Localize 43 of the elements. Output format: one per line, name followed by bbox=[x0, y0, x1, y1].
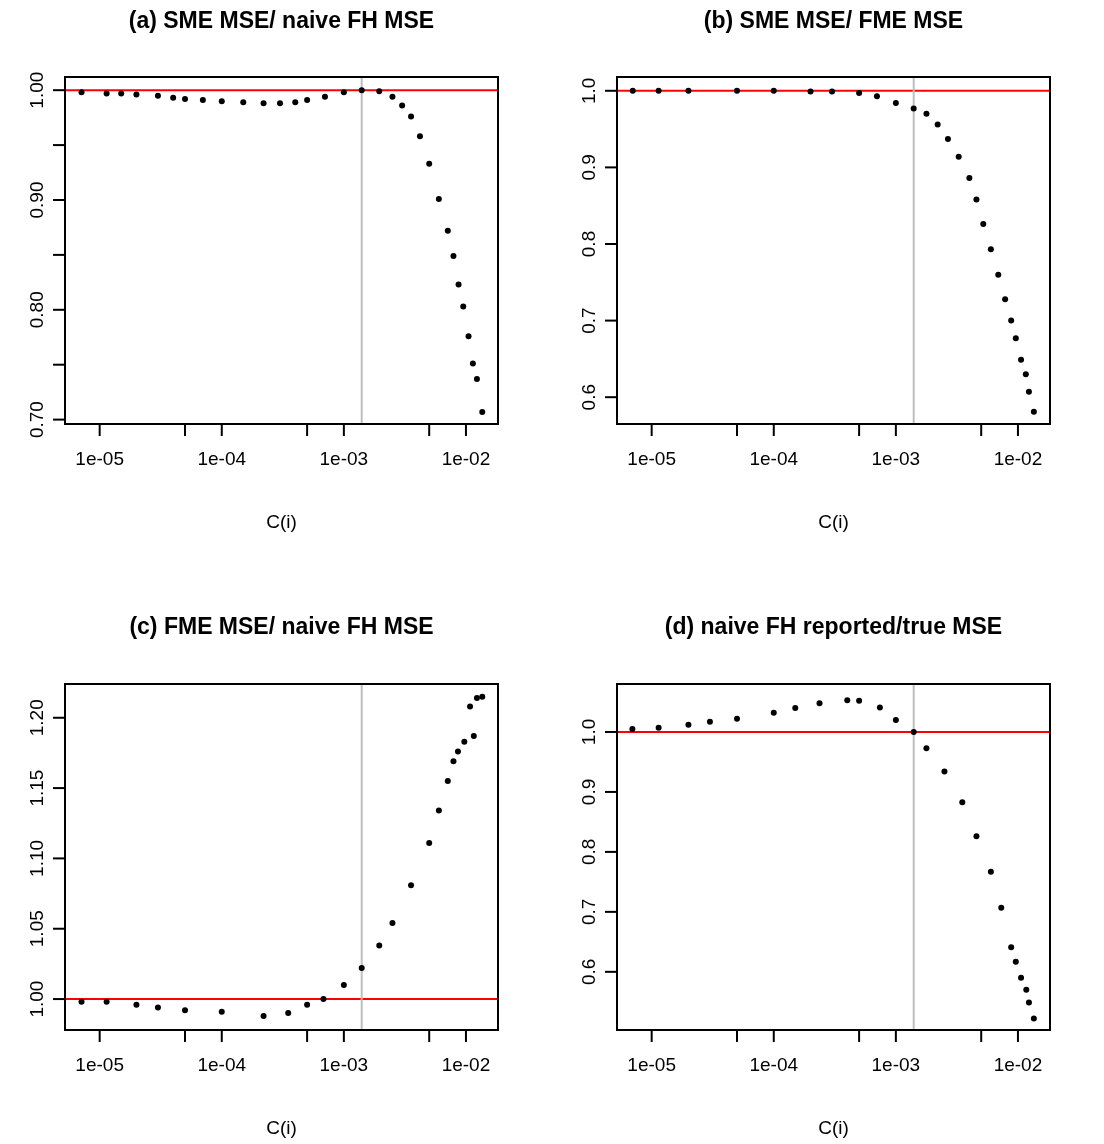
chart-title: (c) FME MSE/ naive FH MSE bbox=[129, 613, 434, 639]
y-tick-label: 0.8 bbox=[578, 838, 599, 866]
y-tick-label: 0.6 bbox=[578, 383, 599, 411]
y-tick-label: 0.6 bbox=[578, 958, 599, 986]
y-tick-label: 1.0 bbox=[578, 77, 599, 104]
x-tick-label: 1e-02 bbox=[993, 448, 1043, 469]
x-tick-label: 1e-03 bbox=[871, 1054, 921, 1075]
x-tick-label: 1e-02 bbox=[993, 1054, 1043, 1075]
y-tick-label: 1.0 bbox=[578, 718, 599, 746]
x-tick-label: 1e-04 bbox=[749, 448, 799, 469]
x-axis-title: C(i) bbox=[818, 511, 849, 532]
x-tick-label: 1e-05 bbox=[627, 1054, 676, 1075]
y-tick-label: 0.80 bbox=[26, 291, 47, 329]
x-tick-label: 1e-05 bbox=[627, 448, 676, 469]
x-tick-label: 1e-05 bbox=[75, 1054, 124, 1075]
x-tick-label: 1e-03 bbox=[871, 448, 921, 469]
y-tick-label: 0.90 bbox=[26, 181, 47, 219]
y-tick-label: 0.8 bbox=[578, 230, 599, 258]
x-tick-label: 1e-04 bbox=[197, 448, 247, 469]
y-tick-label: 0.9 bbox=[578, 154, 599, 181]
y-tick-label: 1.10 bbox=[26, 839, 47, 877]
x-axis-title: C(i) bbox=[818, 1117, 849, 1138]
y-tick-label: 1.20 bbox=[26, 699, 47, 737]
x-axis-title: C(i) bbox=[266, 1117, 297, 1138]
x-tick-label: 1e-04 bbox=[197, 1054, 247, 1075]
chart-title: (b) SME MSE/ FME MSE bbox=[703, 7, 964, 33]
y-tick-label: 1.05 bbox=[26, 910, 47, 948]
y-tick-label: 1.00 bbox=[26, 71, 47, 109]
y-tick-label: 1.15 bbox=[26, 769, 47, 807]
chart-title: (d) naive FH reported/true MSE bbox=[664, 613, 1003, 639]
y-tick-label: 1.00 bbox=[26, 980, 47, 1018]
y-tick-label: 0.70 bbox=[26, 401, 47, 439]
y-tick-label: 0.7 bbox=[578, 307, 599, 334]
x-tick-label: 1e-04 bbox=[749, 1054, 799, 1075]
x-tick-label: 1e-02 bbox=[441, 448, 491, 469]
chart-title: (a) SME MSE/ naive FH MSE bbox=[128, 7, 435, 33]
y-tick-label: 0.7 bbox=[578, 898, 599, 926]
y-tick-label: 0.9 bbox=[578, 778, 599, 806]
x-tick-label: 1e-05 bbox=[75, 448, 124, 469]
x-tick-label: 1e-03 bbox=[319, 448, 369, 469]
x-tick-label: 1e-03 bbox=[319, 1054, 369, 1075]
x-axis-title: C(i) bbox=[266, 511, 297, 532]
x-tick-label: 1e-02 bbox=[441, 1054, 491, 1075]
